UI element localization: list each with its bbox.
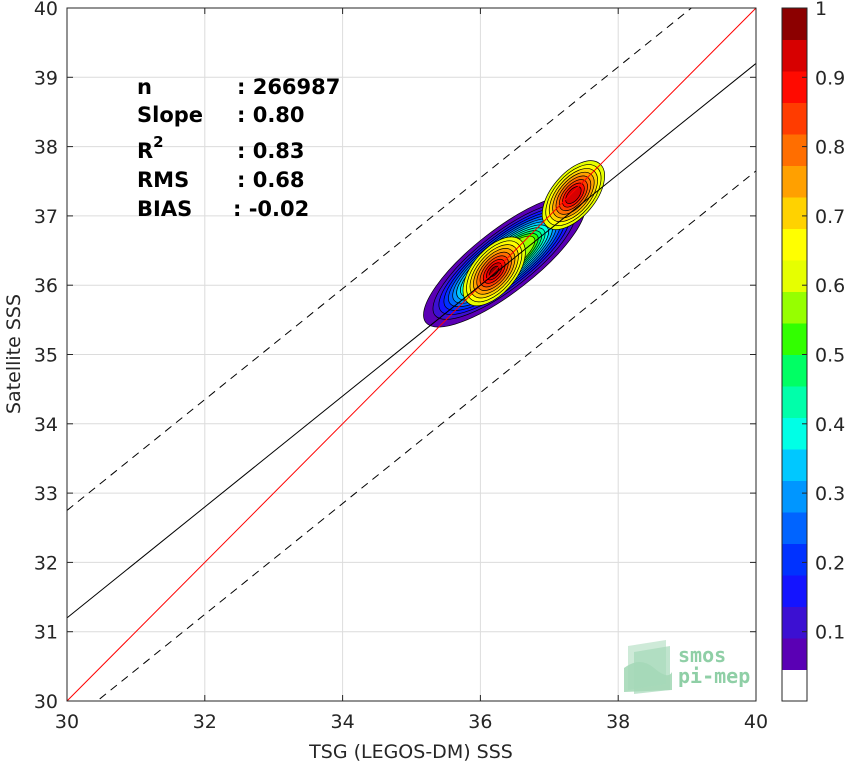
colorbar-tick-label: 1 (815, 0, 827, 20)
colorbar-segment (782, 449, 807, 481)
stat-slope-value: : 0.80 (237, 103, 305, 127)
colorbar-segment (782, 197, 807, 229)
y-tick-label: 34 (34, 414, 58, 436)
stat-bias-value: : -0.02 (233, 197, 309, 221)
colorbar-tick-label: 0.2 (815, 552, 845, 574)
colorbar-segment (782, 386, 807, 418)
stat-r2-base: R (137, 139, 153, 163)
smos-pimep-logo: smos pi-mep (624, 640, 750, 694)
colorbar-segment (782, 354, 807, 387)
colorbar-segment (782, 228, 807, 261)
x-axis-title: TSG (LEGOS-DM) SSS (308, 741, 513, 763)
stat-r2-value: : 0.83 (237, 139, 305, 163)
reference-line (67, 8, 693, 511)
colorbar-segment (782, 323, 807, 355)
colorbar-segment (782, 512, 807, 544)
colorbar-segment (782, 669, 807, 702)
colorbar-segment (782, 260, 807, 292)
colorbar-tick-label: 0.6 (815, 275, 845, 297)
x-tick-label: 36 (468, 711, 492, 733)
reference-line (67, 8, 756, 701)
colorbar-segment (782, 165, 807, 198)
colorbar-ticks: 0.1 0.2 0.3 0.4 0.5 0.6 0.7 0.8 0.9 1 (802, 0, 845, 644)
colorbar-tick-label: 0.1 (815, 622, 845, 644)
colorbar-segment (782, 417, 807, 450)
y-axis-title: Satellite SSS (3, 294, 25, 414)
stats-block: n : 266987 Slope : 0.80 R2 : 0.83 RMS : … (137, 75, 340, 221)
y-tick-label: 32 (34, 552, 58, 574)
logo-line1: smos (678, 643, 726, 667)
stat-n-value: : 266987 (237, 75, 340, 99)
y-tick-label: 35 (34, 345, 58, 367)
axis-ticks: 30 32 34 36 38 40 30 31 32 33 34 35 36 37 38 39 40 (34, 0, 768, 733)
colorbar-segment (782, 543, 807, 576)
stat-slope-label: Slope (137, 103, 203, 127)
reference-line (96, 170, 756, 701)
stat-rms-value: : 0.68 (237, 168, 305, 192)
x-tick-label: 40 (744, 711, 768, 733)
colorbar-segment (782, 638, 807, 670)
y-tick-label: 36 (34, 275, 58, 297)
colorbar-segment (782, 134, 807, 166)
colorbar-segment (782, 291, 807, 324)
colorbar-segment (782, 606, 807, 639)
colorbar (782, 8, 807, 702)
x-tick-label: 34 (331, 711, 355, 733)
colorbar-tick-label: 0.7 (815, 206, 845, 228)
contour-band (565, 186, 582, 205)
colorbar-tick-label: 0.8 (815, 137, 845, 159)
colorbar-segment (782, 71, 807, 103)
stat-bias-label: BIAS (137, 197, 192, 221)
colorbar-segment (782, 480, 807, 513)
colorbar-segment (782, 102, 807, 135)
logo-line2: pi-mep (678, 664, 750, 688)
x-tick-label: 38 (606, 711, 630, 733)
colorbar-tick-label: 0.4 (815, 414, 845, 436)
reference-line (67, 63, 756, 619)
y-tick-label: 33 (34, 483, 58, 505)
stat-r2-label: R2 (137, 133, 164, 163)
y-tick-label: 30 (34, 691, 58, 713)
grid (66, 7, 757, 702)
y-tick-label: 39 (34, 67, 58, 89)
reference-lines (67, 8, 756, 701)
y-tick-label: 38 (34, 137, 58, 159)
x-tick-label: 30 (55, 711, 79, 733)
colorbar-tick-label: 0.3 (815, 483, 845, 505)
stat-r2-sup: 2 (153, 133, 163, 151)
x-tick-label: 32 (193, 711, 217, 733)
stat-n-label: n (137, 75, 152, 99)
logo-graphic (624, 640, 672, 694)
y-tick-label: 37 (34, 206, 58, 228)
colorbar-segment (782, 39, 807, 72)
y-tick-label: 31 (34, 622, 58, 644)
colorbar-tick-label: 0.5 (815, 345, 845, 367)
y-tick-label: 40 (34, 0, 58, 20)
colorbar-tick-label: 0.9 (815, 67, 845, 89)
colorbar-segment (782, 575, 807, 607)
stat-rms-label: RMS (137, 168, 189, 192)
colorbar-segment (782, 8, 807, 40)
